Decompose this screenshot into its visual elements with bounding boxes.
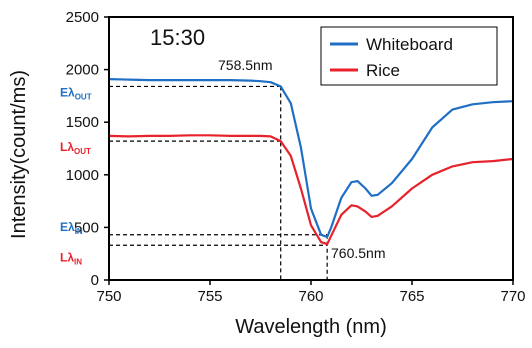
y-tick-label: 2000 [66,62,99,79]
x-axis-title: Wavelength (nm) [235,316,387,338]
x-axis-ticks: 750 755 760 765 770 [96,280,526,305]
level-label-sub: OUT [75,92,92,101]
level-label-main: Eλ [60,85,75,99]
series-line-rice [108,134,514,246]
y-tick-label: 1000 [66,167,99,184]
legend: Whiteboard Rice [320,26,498,86]
x-tick-label: 755 [197,288,222,305]
peak-in-label: 760.5nm [331,245,385,261]
level-label: LλOUT [60,140,91,156]
y-tick-label: 500 [74,219,99,236]
y-tick-label: 1500 [66,114,99,131]
y-axis-title: Intensity(count/ms) [8,70,30,239]
level-label: LλIN [60,250,82,266]
x-tick-label: 760 [298,288,323,305]
legend-label-whiteboard: Whiteboard [366,35,453,54]
legend-box [320,26,498,86]
y-tick-label: 2500 [66,9,99,26]
level-label-sub: IN [75,227,83,236]
y-axis-ticks: 0 500 1000 1500 2000 2500 [66,9,109,289]
level-label-main: Lλ [60,140,74,154]
level-label-sub: OUT [74,147,91,156]
series-line-whiteboard [108,78,514,238]
time-annotation: 15:30 [150,25,205,50]
x-tick-label: 765 [399,288,424,305]
level-label-main: Lλ [60,250,74,264]
series-lines [108,78,514,246]
peak-out-label: 758.5nm [218,57,272,73]
legend-label-rice: Rice [366,61,400,80]
level-label: EλOUT [60,85,92,101]
level-label: EλIN [60,220,83,236]
level-label-sub: IN [74,257,82,266]
x-tick-label: 750 [96,288,121,305]
level-label-main: Eλ [60,220,75,234]
x-tick-label: 770 [500,288,525,305]
y-tick-label: 0 [91,272,99,289]
